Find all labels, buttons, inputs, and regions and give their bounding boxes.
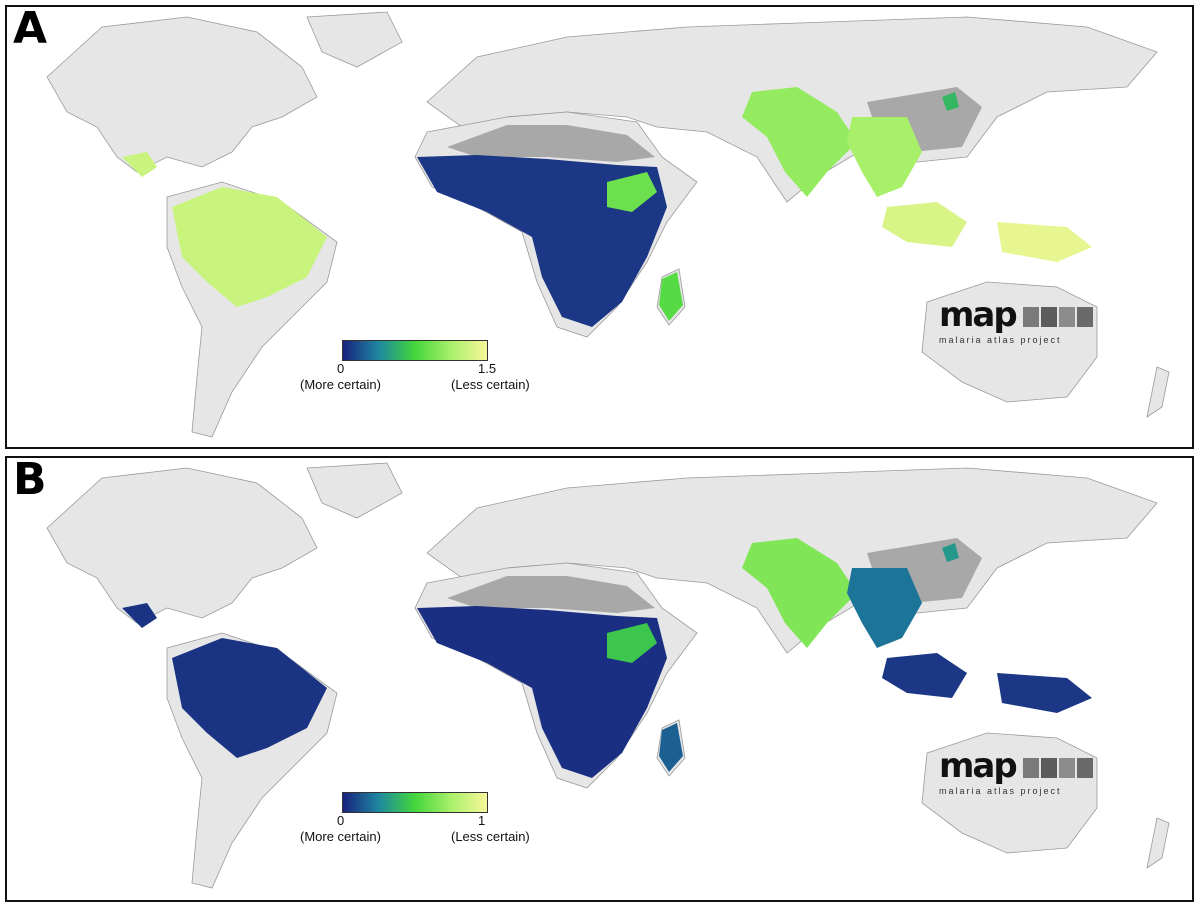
americas-uncertainty-zone [122, 603, 157, 628]
sahara-edge-no-risk-area [447, 125, 655, 162]
panel-letter: B [13, 456, 47, 505]
sahara-edge-no-risk-area [447, 576, 655, 613]
legend-colorbar [342, 340, 488, 361]
map-logo: map malaria atlas project [939, 295, 1093, 353]
logo-subtitle: malaria atlas project [939, 786, 1062, 796]
new-zealand-landmass [1146, 817, 1170, 869]
north-america-landmass [46, 467, 318, 624]
china-uncertainty-zone [942, 543, 959, 562]
logo-subtitle: malaria atlas project [939, 335, 1062, 345]
americas-uncertainty-zone [172, 187, 327, 307]
legend-max-label: 1 [478, 813, 486, 828]
legend-max-label: 1.5 [478, 361, 497, 376]
north-america-landmass [46, 16, 318, 173]
india-uncertainty-zone [742, 87, 857, 197]
india-uncertainty-zone [742, 538, 857, 648]
africa-uncertainty-zone [417, 606, 667, 778]
uncertainty-legend: 0 1.5 (More certain) (Less certain) [300, 340, 550, 400]
horn-uncertainty-zone [607, 623, 657, 663]
africa-uncertainty-zone [417, 155, 667, 327]
legend-min-label: 0 [337, 361, 345, 376]
legend-less-certain: (Less certain) [451, 377, 530, 392]
legend-min-label: 0 [337, 813, 345, 828]
americas-uncertainty-zone [122, 152, 157, 177]
horn-uncertainty-zone [607, 172, 657, 212]
madagascar-uncertainty-zone [659, 723, 683, 772]
logo-map-tiles [1023, 758, 1093, 778]
se-asia-uncertainty-zone [847, 117, 922, 197]
legend-more-certain: (More certain) [300, 829, 381, 844]
logo-map-tiles [1023, 307, 1093, 327]
papua-uncertainty-zone [997, 673, 1092, 713]
indonesia-uncertainty-zone [882, 202, 967, 247]
se-asia-uncertainty-zone [847, 568, 922, 648]
map-logo: map malaria atlas project [939, 746, 1093, 804]
panel-b: B 0 1 (More certain) (Less certain) map … [5, 456, 1194, 902]
americas-uncertainty-zone [172, 638, 327, 758]
madagascar-uncertainty-zone [659, 272, 683, 321]
greenland-landmass [306, 462, 403, 519]
panel-a: A 0 1.5 (More certain) (Less certain) ma… [5, 5, 1194, 449]
china-uncertainty-zone [942, 92, 959, 111]
legend-less-certain: (Less certain) [451, 829, 530, 844]
world-map [46, 462, 1170, 889]
indonesia-uncertainty-zone [882, 653, 967, 698]
panel-letter: A [13, 5, 48, 54]
papua-uncertainty-zone [997, 222, 1092, 262]
logo-wordmark: map [939, 746, 1018, 786]
world-map [46, 11, 1170, 438]
legend-colorbar [342, 792, 488, 813]
new-zealand-landmass [1146, 366, 1170, 418]
greenland-landmass [306, 11, 403, 68]
legend-more-certain: (More certain) [300, 377, 381, 392]
uncertainty-legend: 0 1 (More certain) (Less certain) [300, 792, 550, 852]
logo-wordmark: map [939, 295, 1018, 335]
